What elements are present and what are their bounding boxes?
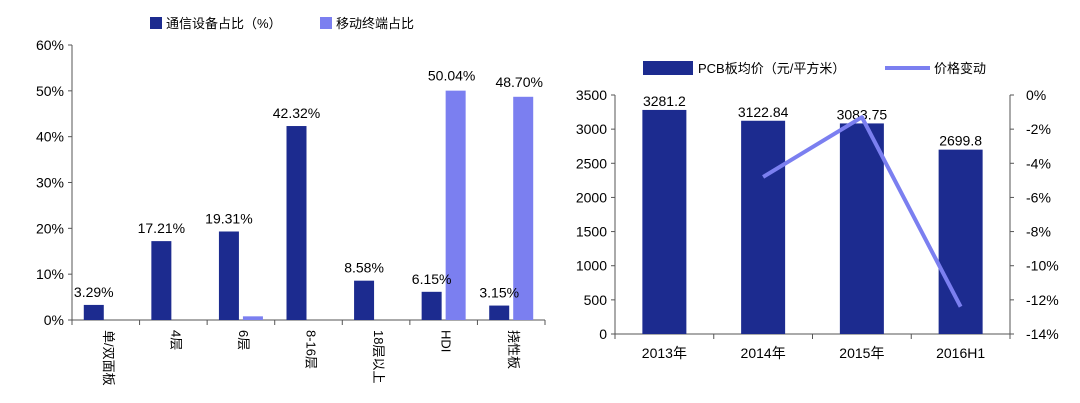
y-left-tick-label: 500 — [584, 292, 608, 308]
x-category-label: HDI — [439, 330, 454, 352]
y-left-tick-label: 3500 — [576, 87, 607, 103]
y-left-tick-label: 1500 — [576, 224, 607, 240]
data-label: 3.29% — [74, 284, 114, 300]
bar-price — [741, 120, 786, 334]
y-tick-label: 30% — [36, 175, 64, 191]
legend-swatch-comm — [150, 17, 162, 29]
legend-label-change: 价格变动 — [934, 61, 986, 76]
line-price-change — [762, 115, 963, 308]
bar-comm — [489, 305, 510, 320]
y-right-tick-label: -6% — [1026, 189, 1051, 205]
data-label: 3122.84 — [738, 104, 789, 120]
data-label: 3.15% — [479, 285, 519, 301]
data-label: 50.04% — [428, 68, 475, 84]
data-label: 2699.8 — [939, 133, 982, 149]
y-left-tick-label: 3000 — [576, 121, 607, 137]
bar-comm — [354, 280, 375, 320]
legend-swatch-price — [643, 61, 693, 75]
y-tick-label: 60% — [36, 37, 64, 53]
x-category-label: 18层以上 — [371, 330, 386, 383]
y-right-tick-label: -4% — [1026, 155, 1051, 171]
y-right-tick-label: -8% — [1026, 224, 1051, 240]
legend-label-comm: 通信设备占比（%） — [166, 16, 282, 31]
data-label: 3083.75 — [837, 106, 888, 122]
x-category-label: 8-16层 — [304, 330, 319, 369]
x-category-label: 4层 — [168, 330, 183, 350]
x-category-label: 2014年 — [741, 345, 786, 361]
data-label: 8.58% — [344, 260, 384, 276]
data-label: 48.70% — [495, 74, 542, 90]
y-tick-label: 50% — [36, 83, 64, 99]
bar-mobile — [445, 90, 466, 321]
x-category-label: 2016H1 — [936, 345, 985, 361]
data-label: 6.15% — [412, 271, 452, 287]
y-tick-label: 20% — [36, 220, 64, 236]
x-category-label: 单/双面板 — [101, 330, 116, 386]
y-right-tick-label: -2% — [1026, 121, 1051, 137]
bar-mobile — [242, 316, 263, 320]
y-tick-label: 0% — [44, 312, 64, 328]
bar-comm — [218, 231, 239, 320]
bar-price — [839, 123, 884, 335]
y-left-tick-label: 1000 — [576, 258, 607, 274]
bar-comm — [151, 241, 172, 320]
bar-comm — [421, 291, 442, 320]
data-label: 42.32% — [273, 105, 320, 121]
y-right-tick-label: -10% — [1026, 258, 1059, 274]
y-right-tick-label: -14% — [1026, 326, 1059, 342]
legend-label-price: PCB板均价（元/平方米） — [698, 61, 845, 76]
bar-price — [642, 109, 687, 334]
y-left-tick-label: 0 — [599, 326, 607, 342]
y-left-tick-label: 2500 — [576, 155, 607, 171]
legend-label-mobile: 移动终端占比 — [336, 16, 414, 31]
bar-comm — [286, 126, 307, 321]
x-category-label: 2013年 — [642, 345, 687, 361]
y-tick-label: 10% — [36, 266, 64, 282]
data-label: 17.21% — [138, 220, 185, 236]
data-label: 3281.2 — [643, 93, 686, 109]
y-left-tick-label: 2000 — [576, 189, 607, 205]
right-chart: PCB板均价（元/平方米） 价格变动 0 500 1000 1500 2000 2500 300… — [576, 61, 1059, 361]
data-label: 19.31% — [205, 210, 252, 226]
legend-swatch-mobile — [320, 17, 332, 29]
bar-comm — [83, 304, 104, 320]
left-chart: 通信设备占比（%） 移动终端占比 0% 10% 20% 30% 40% 50% 60% 单/双面板… — [36, 16, 546, 386]
bar-mobile — [513, 96, 534, 321]
x-category-label: 2015年 — [839, 345, 884, 361]
y-right-tick-label: -12% — [1026, 292, 1059, 308]
y-right-tick-label: 0% — [1026, 87, 1046, 103]
x-category-label: 挠性板 — [506, 330, 521, 369]
y-tick-label: 40% — [36, 129, 64, 145]
x-category-label: 6层 — [236, 330, 251, 350]
